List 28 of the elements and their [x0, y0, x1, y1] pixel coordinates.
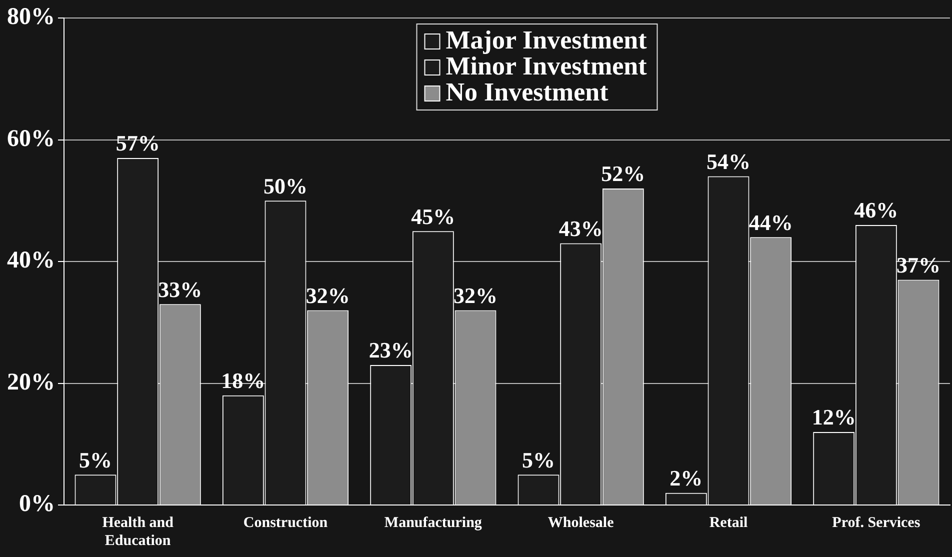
x-tick-label: Wholesale [548, 514, 614, 531]
data-label: 44% [748, 210, 793, 235]
data-label: 2% [670, 466, 703, 491]
data-label: 43% [558, 216, 603, 241]
x-tick-label: Retail [709, 514, 748, 531]
data-label: 46% [854, 198, 898, 223]
data-label: 5% [522, 447, 555, 472]
data-label: 23% [368, 338, 413, 363]
data-label: 32% [306, 282, 350, 308]
data-label: 50% [264, 173, 308, 198]
legend-label: No Investment [446, 78, 609, 107]
y-tick-label: 0% [19, 491, 55, 518]
x-tick-label: Prof. Services [832, 514, 920, 531]
data-label: 33% [158, 276, 202, 302]
data-label: 52% [601, 161, 646, 186]
data-label: 5% [79, 447, 112, 472]
x-tick-label: Manufacturing [384, 514, 482, 531]
y-tick-label: 60% [7, 126, 55, 152]
y-tick-label: 20% [7, 369, 55, 396]
x-tick-label: Health and Education [102, 514, 174, 549]
data-label: 12% [812, 404, 856, 430]
legend-label: Major Investment [446, 26, 648, 55]
data-label: 54% [706, 148, 750, 174]
data-label: 32% [454, 282, 498, 308]
y-tick-label: 80% [7, 4, 55, 30]
y-tick-label: 40% [7, 248, 55, 274]
data-label: 45% [411, 204, 456, 229]
x-tick-label: Construction [243, 514, 328, 531]
